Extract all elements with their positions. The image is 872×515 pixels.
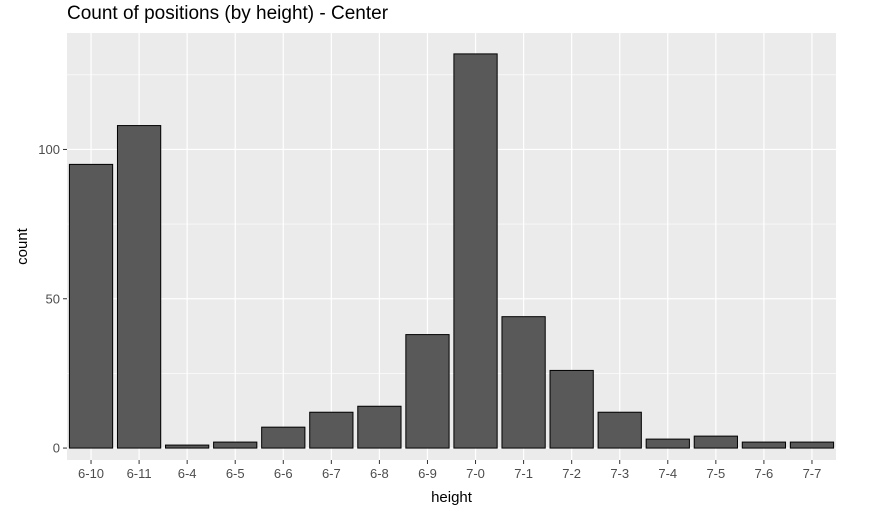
bar-6-11 bbox=[116, 125, 162, 449]
y-axis-title: count bbox=[14, 227, 31, 265]
x-tick-label: 7-5 bbox=[706, 466, 725, 481]
y-tick-label: 100 bbox=[38, 142, 60, 157]
bar-6-5 bbox=[213, 441, 258, 449]
x-tick-label: 7-2 bbox=[562, 466, 581, 481]
x-tick-label: 7-1 bbox=[514, 466, 533, 481]
bar-7-6 bbox=[741, 441, 787, 449]
bar-7-7 bbox=[789, 441, 835, 449]
bar-6-8 bbox=[357, 405, 402, 449]
x-tick-label: 6-6 bbox=[274, 466, 293, 481]
bar-7-0 bbox=[453, 53, 498, 449]
x-tick-label: 7-6 bbox=[755, 466, 774, 481]
plot-panel bbox=[67, 33, 836, 460]
x-tick-label: 6-11 bbox=[127, 466, 152, 481]
bar-6-9 bbox=[405, 334, 450, 449]
bar-6-6 bbox=[261, 426, 306, 449]
x-axis-ticks: 6-10 6-11 6-4 6-5 6-6 6-7 6-8 6-9 7-0 7-1 7-2 7-3 7-… bbox=[78, 460, 821, 481]
minor-gridlines bbox=[67, 74, 836, 374]
x-tick-label: 6-10 bbox=[78, 466, 104, 481]
bar-6-4 bbox=[165, 444, 210, 449]
bars bbox=[68, 53, 835, 449]
x-tick-label: 7-4 bbox=[658, 466, 677, 481]
bar-6-7 bbox=[309, 411, 354, 449]
x-tick-label: 7-3 bbox=[610, 466, 629, 481]
x-tick-label: 7-0 bbox=[466, 466, 485, 481]
y-axis-ticks: 0 50 100 bbox=[38, 142, 67, 456]
x-axis-title: height bbox=[431, 489, 473, 506]
x-tick-label: 7-7 bbox=[803, 466, 822, 481]
x-tick-label: 6-8 bbox=[370, 466, 389, 481]
bar-7-2 bbox=[549, 369, 594, 449]
y-tick-label: 0 bbox=[53, 441, 60, 456]
x-tick-label: 6-9 bbox=[418, 466, 437, 481]
chart-title: Count of positions (by height) - Center bbox=[67, 3, 389, 24]
bar-7-1 bbox=[501, 316, 546, 449]
bar-7-4 bbox=[645, 438, 690, 449]
bar-6-10 bbox=[68, 163, 114, 449]
bar-7-3 bbox=[597, 411, 642, 449]
x-tick-label: 6-4 bbox=[178, 466, 197, 481]
y-tick-label: 50 bbox=[46, 291, 60, 306]
bar-7-5 bbox=[693, 435, 738, 449]
x-tick-label: 6-7 bbox=[322, 466, 341, 481]
x-tick-label: 6-5 bbox=[226, 466, 245, 481]
